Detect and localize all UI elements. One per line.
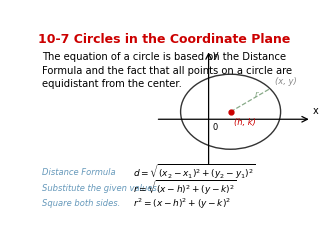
Text: $r = \sqrt{(x - h)^2 + (y - k)^2}$: $r = \sqrt{(x - h)^2 + (y - k)^2}$	[133, 179, 237, 198]
Text: $d = \sqrt{(x_2 - x_1)^2 + (y_2 - y_1)^2}$: $d = \sqrt{(x_2 - x_1)^2 + (y_2 - y_1)^2…	[133, 162, 256, 182]
Text: r: r	[254, 90, 258, 99]
Text: Substitute the given values.: Substitute the given values.	[43, 184, 160, 193]
Text: (x, y): (x, y)	[275, 77, 297, 86]
Text: The equation of a circle is based on the Distance
Formula and the fact that all : The equation of a circle is based on the…	[43, 52, 292, 89]
Text: 10-7 Circles in the Coordinate Plane: 10-7 Circles in the Coordinate Plane	[38, 33, 290, 46]
Text: $r^2 = (x - h)^2 + (y - k)^2$: $r^2 = (x - h)^2 + (y - k)^2$	[133, 196, 231, 211]
Text: y: y	[212, 50, 218, 60]
Text: Square both sides.: Square both sides.	[43, 199, 121, 208]
Text: Distance Formula: Distance Formula	[43, 168, 116, 177]
Text: 0: 0	[212, 123, 218, 132]
Text: (h, k): (h, k)	[234, 119, 255, 127]
Text: x: x	[313, 106, 318, 116]
